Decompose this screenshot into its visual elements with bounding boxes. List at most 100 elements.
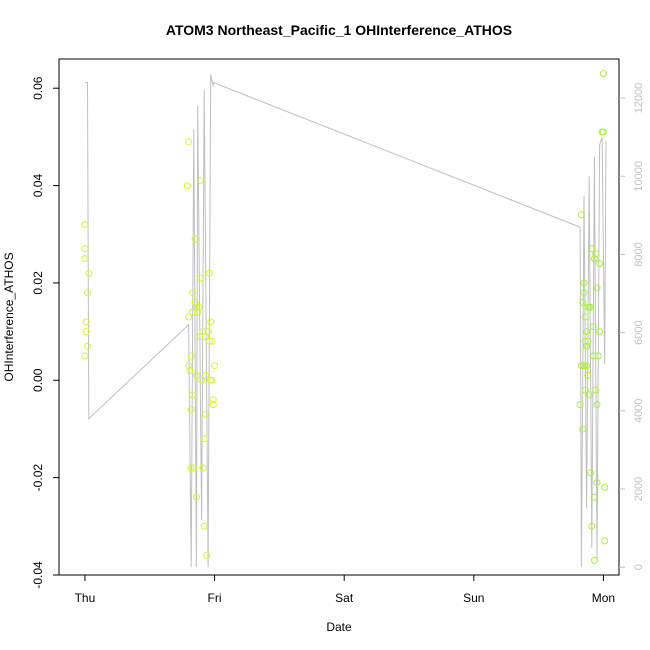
- data-point: [596, 260, 604, 267]
- data-point: [185, 313, 193, 321]
- data-point: [576, 401, 584, 409]
- y-tick-label: 0.06: [31, 76, 45, 100]
- line-path: [84, 74, 607, 568]
- y-tick-label: 0.02: [31, 271, 45, 295]
- data-point: [592, 386, 600, 394]
- x-tick-label: Thu: [75, 591, 96, 605]
- data-point: [593, 284, 601, 292]
- data-point: [584, 337, 592, 345]
- data-point: [599, 70, 607, 78]
- data-point: [195, 303, 203, 311]
- data-point: [601, 483, 609, 491]
- data-point: [593, 401, 601, 409]
- data-point: [588, 522, 596, 530]
- data-point: [204, 328, 212, 336]
- x-axis: Thu Fri Sat Sun Mon: [75, 575, 615, 605]
- data-point: [580, 289, 588, 297]
- data-point: [581, 337, 589, 345]
- data-point: [583, 328, 591, 336]
- y-tick-label: -0.04: [31, 561, 45, 589]
- chart-title: ATOM3 Northeast_Pacific_1 OHInterference…: [166, 22, 512, 38]
- data-point: [585, 391, 593, 399]
- data-point: [208, 337, 216, 345]
- data-point: [185, 138, 193, 146]
- data-point: [590, 493, 598, 501]
- data-point: [191, 235, 199, 243]
- data-point: [81, 245, 89, 253]
- data-point: [196, 274, 204, 282]
- data-point: [592, 250, 600, 258]
- x-tick-label: Sat: [335, 591, 354, 605]
- data-point: [601, 537, 609, 545]
- data-point: [187, 352, 195, 360]
- data-point: [209, 401, 217, 409]
- data-point: [183, 182, 191, 190]
- y2-tick-label: 8000: [633, 242, 645, 266]
- data-point: [593, 479, 601, 486]
- data-point: [590, 556, 598, 564]
- data-point: [189, 289, 196, 297]
- data-point: [194, 308, 202, 316]
- data-point: [190, 464, 198, 472]
- data-point: [594, 352, 602, 360]
- y-axis-right: 0 2000 4000 6000 8000 10000 12000: [619, 83, 645, 570]
- y2-tick-label: 6000: [633, 320, 645, 344]
- data-point: [596, 328, 604, 336]
- scatter-series: [81, 70, 609, 564]
- data-point: [189, 308, 196, 316]
- data-point: [199, 464, 207, 472]
- data-point: [185, 362, 193, 370]
- data-point: [84, 289, 91, 297]
- data-point: [82, 318, 90, 326]
- y2-tick-label: 2000: [633, 477, 645, 501]
- x-tick-label: Fri: [208, 591, 222, 605]
- data-point: [587, 303, 594, 311]
- data-point: [82, 328, 90, 336]
- data-point: [587, 469, 594, 477]
- data-point: [205, 269, 213, 277]
- y2-tick-label: 10000: [633, 161, 645, 192]
- data-point: [207, 318, 215, 326]
- data-point: [200, 522, 208, 530]
- data-point: [187, 464, 195, 472]
- y2-tick-label: 0: [633, 564, 645, 570]
- x-tick-label: Sun: [463, 591, 484, 605]
- y-tick-label: 0.04: [31, 174, 45, 198]
- y-tick-label: -0.02: [31, 464, 45, 492]
- data-point: [580, 362, 588, 370]
- data-point: [589, 352, 597, 360]
- y-tick-label: 0.00: [31, 368, 45, 392]
- data-point: [590, 255, 598, 263]
- data-point: [579, 425, 587, 433]
- y-axis-label: OHInterference_ATHOS: [2, 252, 16, 381]
- data-point: [599, 128, 607, 136]
- data-point: [205, 337, 213, 345]
- data-point: [581, 386, 589, 394]
- data-point: [589, 323, 597, 331]
- data-point: [192, 371, 200, 379]
- data-point: [579, 298, 587, 306]
- data-point: [583, 342, 591, 350]
- data-point: [588, 245, 596, 253]
- data-point: [187, 406, 195, 413]
- data-point: [583, 362, 591, 370]
- y2-tick-label: 4000: [633, 399, 645, 423]
- data-point: [198, 376, 206, 384]
- y2-tick-label: 12000: [633, 83, 645, 114]
- data-point: [85, 269, 93, 277]
- data-point: [186, 367, 194, 374]
- y-axis-left: -0.04 -0.02 0.00 0.02 0.04 0.06: [31, 76, 59, 589]
- data-point: [202, 410, 209, 418]
- data-point: [577, 211, 585, 219]
- x-axis-label: Date: [326, 620, 352, 634]
- data-point: [211, 362, 219, 370]
- data-point: [584, 371, 592, 379]
- data-point: [192, 493, 200, 501]
- line-series: [84, 74, 607, 568]
- data-point: [203, 552, 211, 559]
- data-point: [581, 313, 589, 321]
- plot-frame: [58, 58, 620, 576]
- x-tick-label: Mon: [592, 591, 615, 605]
- data-point: [84, 342, 91, 350]
